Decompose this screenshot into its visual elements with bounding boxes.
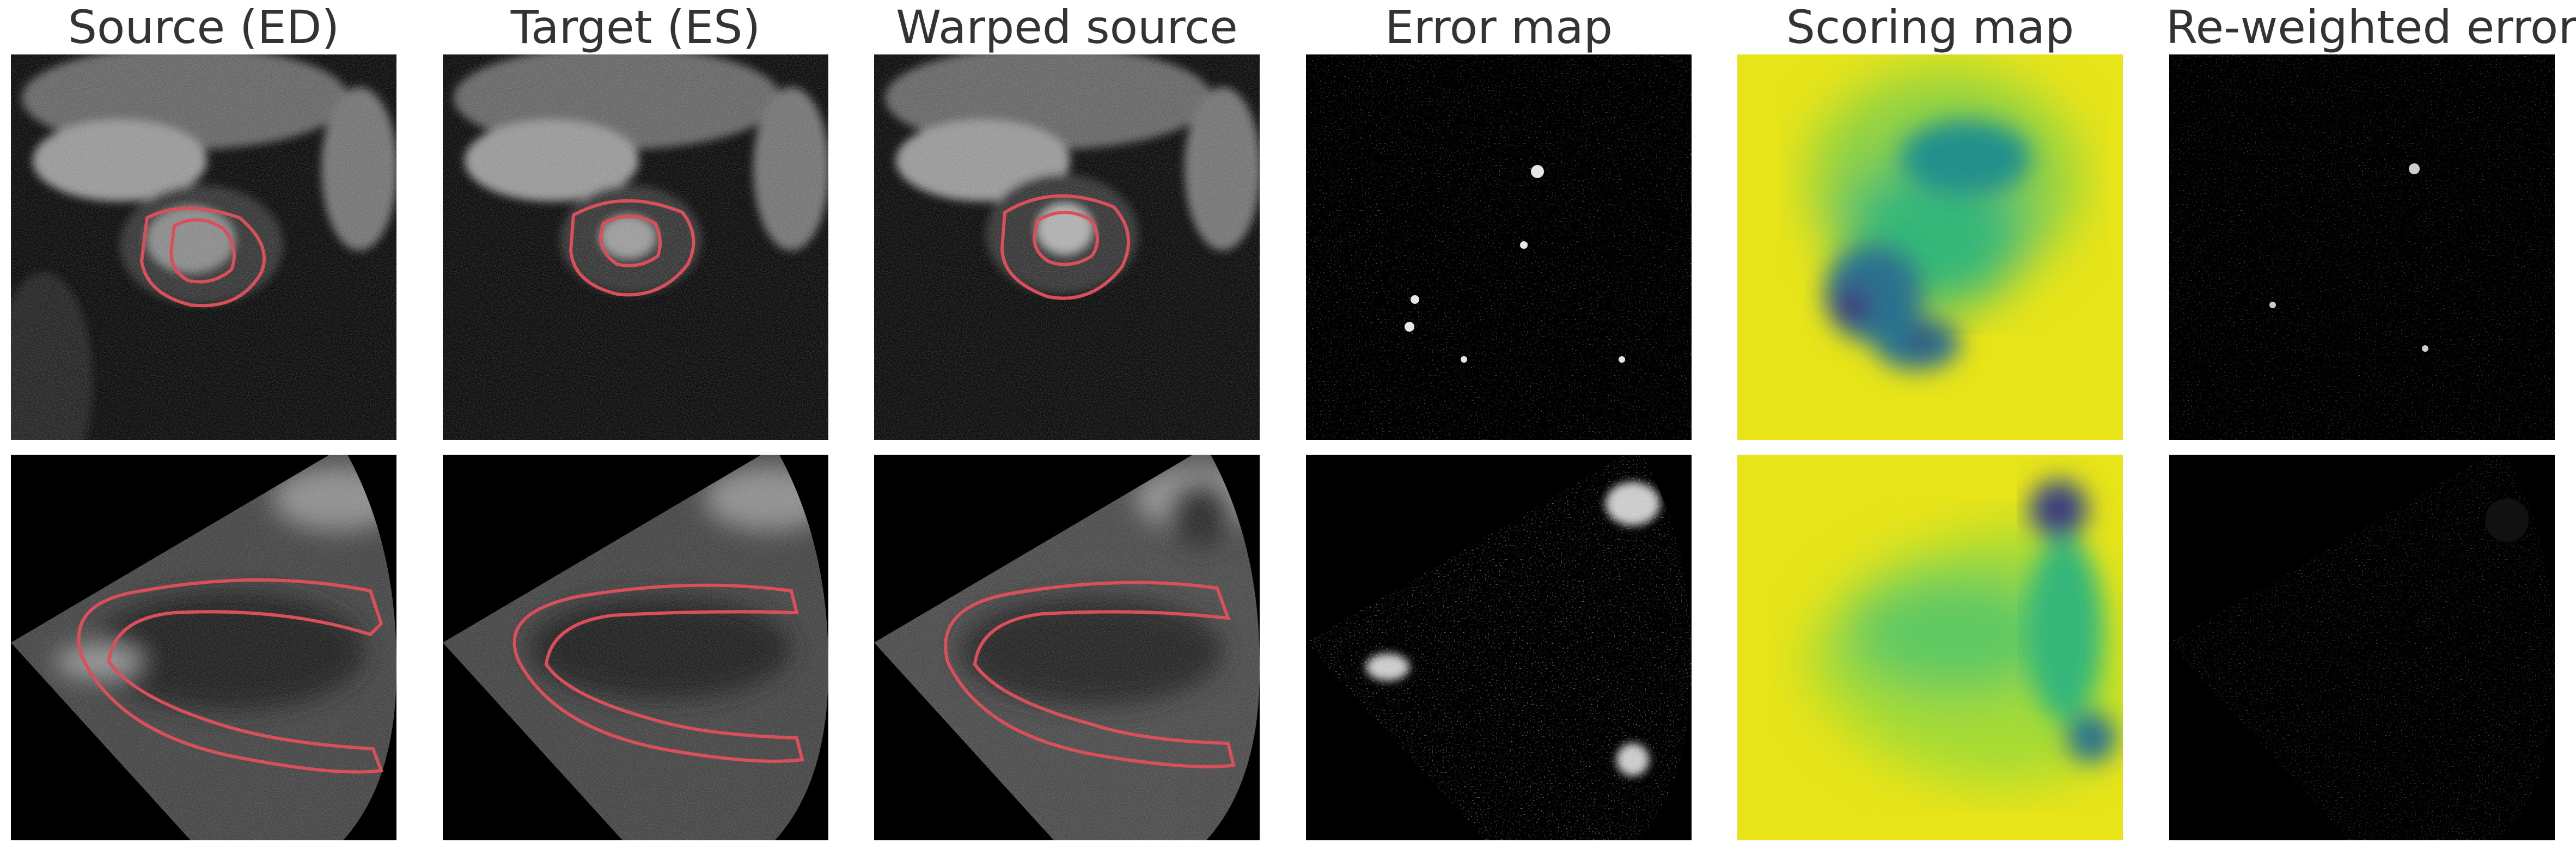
mri-scoring-map (1737, 54, 2123, 440)
echo-reweighted-error (2169, 455, 2555, 840)
column-title-warped: Warped source (896, 1, 1238, 54)
column-title-error: Error map (1384, 1, 1613, 54)
mri-target-image (443, 54, 828, 440)
echo-source-image (11, 455, 396, 840)
echo-warped-image (874, 455, 1260, 840)
echo-scoring-map (1737, 455, 2123, 840)
mri-reweighted-error (2169, 54, 2555, 440)
mri-warped-image (874, 54, 1260, 440)
column-title-target: Target (ES) (510, 1, 761, 54)
echo-error-map (1306, 455, 1692, 840)
mri-source-image (11, 54, 396, 440)
column-title-scoring: Scoring map (1786, 1, 2074, 54)
echo-target-image (443, 455, 828, 840)
column-title-reweighted: Re-weighted error (2166, 1, 2576, 54)
column-title-source: Source (ED) (68, 1, 340, 54)
mri-error-map (1306, 54, 1692, 440)
